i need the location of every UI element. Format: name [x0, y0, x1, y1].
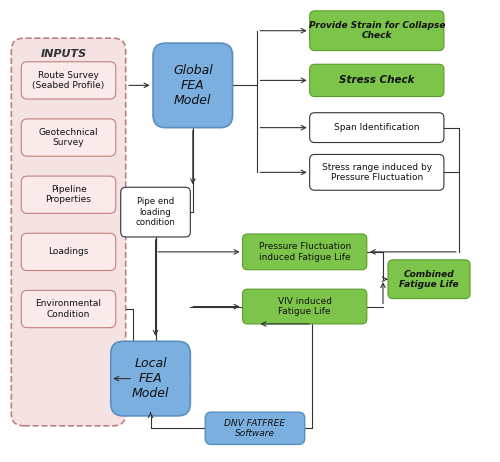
Text: Loadings: Loadings	[48, 247, 88, 256]
FancyBboxPatch shape	[310, 154, 444, 190]
Text: Pressure Fluctuation
induced Fatigue Life: Pressure Fluctuation induced Fatigue Lif…	[258, 242, 351, 261]
Text: Pipe end
loading
condition: Pipe end loading condition	[136, 197, 175, 227]
FancyBboxPatch shape	[153, 43, 232, 128]
Text: Route Survey
(Seabed Profile): Route Survey (Seabed Profile)	[32, 71, 104, 90]
Text: Combined
Fatigue Life: Combined Fatigue Life	[399, 269, 459, 289]
FancyBboxPatch shape	[206, 412, 304, 444]
Text: Local
FEA
Model: Local FEA Model	[132, 357, 170, 400]
Text: Global
FEA
Model: Global FEA Model	[173, 64, 212, 107]
FancyBboxPatch shape	[22, 233, 116, 271]
Text: Pipeline
Properties: Pipeline Properties	[46, 185, 92, 204]
FancyBboxPatch shape	[22, 62, 116, 99]
FancyBboxPatch shape	[310, 11, 444, 51]
FancyBboxPatch shape	[388, 260, 470, 298]
FancyBboxPatch shape	[310, 113, 444, 143]
FancyBboxPatch shape	[120, 187, 190, 237]
FancyBboxPatch shape	[242, 289, 367, 324]
Text: INPUTS: INPUTS	[41, 49, 88, 59]
Text: DNV FATFREE
Software: DNV FATFREE Software	[224, 419, 286, 438]
FancyBboxPatch shape	[22, 291, 116, 328]
Text: VIV induced
Fatigue Life: VIV induced Fatigue Life	[278, 297, 332, 316]
FancyBboxPatch shape	[242, 234, 367, 270]
FancyBboxPatch shape	[111, 341, 190, 416]
Text: Stress Check: Stress Check	[339, 75, 414, 85]
Text: Span Identification: Span Identification	[334, 123, 420, 132]
Text: Geotechnical
Survey: Geotechnical Survey	[38, 128, 98, 147]
Text: Stress range induced by
Pressure Fluctuation: Stress range induced by Pressure Fluctua…	[322, 163, 432, 182]
Text: Environmental
Condition: Environmental Condition	[36, 299, 102, 319]
Text: Provide Strain for Collapse
Check: Provide Strain for Collapse Check	[308, 21, 445, 40]
FancyBboxPatch shape	[310, 64, 444, 97]
FancyBboxPatch shape	[22, 119, 116, 156]
FancyBboxPatch shape	[12, 38, 126, 426]
FancyBboxPatch shape	[22, 176, 116, 213]
